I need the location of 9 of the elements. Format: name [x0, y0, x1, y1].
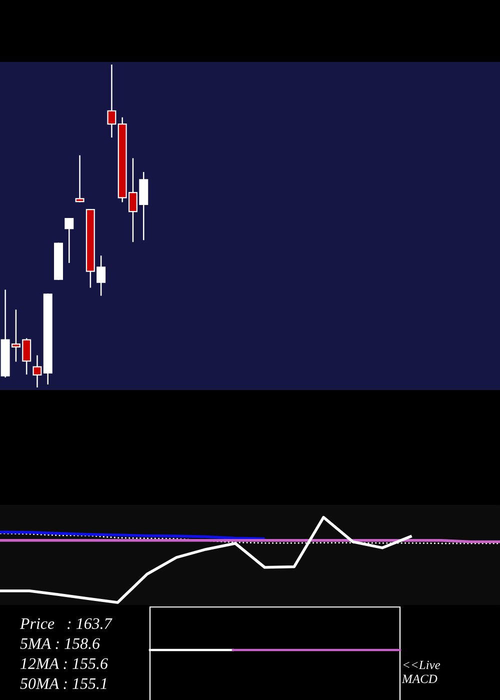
text: 50MA : 155.1 [20, 678, 106, 690]
candlestick [75, 155, 84, 202]
candlestick [64, 218, 74, 263]
text: Price : 163.7 [20, 618, 112, 630]
text: 12MA : 155.6 [20, 658, 108, 670]
candlestick [107, 64, 116, 138]
text: 5MA : 158.6 [20, 638, 100, 650]
candlestick [32, 355, 42, 388]
text: <<Live MACD [402, 660, 440, 684]
